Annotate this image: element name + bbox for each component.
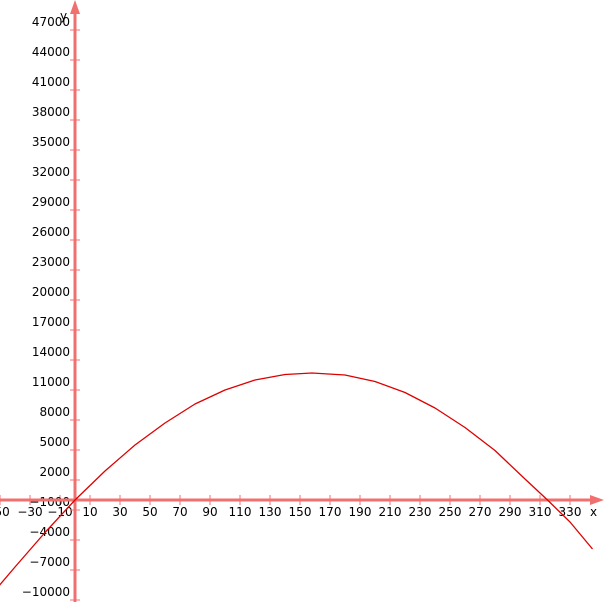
x-tick-label: 290 (499, 505, 522, 519)
y-tick-label: −1000 (29, 495, 70, 509)
x-tick-label: 130 (259, 505, 282, 519)
x-axis-arrow (590, 495, 604, 505)
x-tick-label: 270 (469, 505, 492, 519)
series-line (0, 372, 593, 586)
x-tick-label: 230 (409, 505, 432, 519)
y-tick-label: 47000 (32, 15, 70, 29)
y-tick-label: 23000 (32, 255, 70, 269)
y-tick-label: 44000 (32, 45, 70, 59)
x-tick-label: 90 (202, 505, 217, 519)
x-tick-label: 50 (142, 505, 157, 519)
y-tick-label: −7000 (29, 555, 70, 569)
x-tick-label: −30 (17, 505, 42, 519)
y-tick-label: −10000 (22, 585, 70, 599)
x-tick-label: 10 (82, 505, 97, 519)
y-tick-label: 29000 (32, 195, 70, 209)
y-tick-label: 2000 (39, 465, 70, 479)
x-tick-label: 250 (439, 505, 462, 519)
x-tick-label: 110 (229, 505, 252, 519)
y-tick-label: 32000 (32, 165, 70, 179)
x-tick-label: 30 (112, 505, 127, 519)
y-tick-label: 8000 (39, 405, 70, 419)
ticks-layer: -50−30−101030507090110130150170190210230… (0, 15, 582, 601)
x-tick-label: 70 (172, 505, 187, 519)
y-tick-label: 38000 (32, 105, 70, 119)
y-tick-label: 14000 (32, 345, 70, 359)
y-tick-label: 20000 (32, 285, 70, 299)
y-tick-label: 35000 (32, 135, 70, 149)
y-axis-label: y (60, 9, 67, 23)
x-tick-label: 210 (379, 505, 402, 519)
x-tick-label: 190 (349, 505, 372, 519)
y-tick-label: 5000 (39, 435, 70, 449)
x-tick-label: 150 (289, 505, 312, 519)
x-tick-label: 170 (319, 505, 342, 519)
y-axis-arrow (70, 0, 80, 14)
y-tick-label: 11000 (32, 375, 70, 389)
x-tick-label: 330 (559, 505, 582, 519)
y-tick-label: 17000 (32, 315, 70, 329)
x-tick-label: -50 (0, 505, 10, 519)
x-axis-label: x (590, 505, 597, 519)
y-tick-label: −4000 (29, 525, 70, 539)
y-tick-label: 26000 (32, 225, 70, 239)
y-tick-label: 41000 (32, 75, 70, 89)
curve-layer (0, 372, 593, 586)
x-tick-label: 310 (529, 505, 552, 519)
